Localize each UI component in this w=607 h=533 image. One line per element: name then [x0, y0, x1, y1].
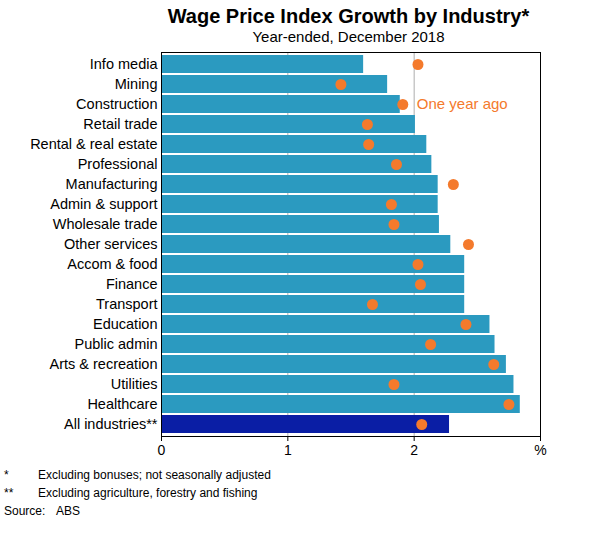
- html-text:Excluding bonuses; not seasona: Excluding bonuses; not seasonally adjust…: [38, 468, 271, 482]
- svg-text:All industries**: All industries**: [64, 416, 158, 432]
- svg-text:Healthcare: Healthcare: [87, 396, 157, 412]
- svg-text:Finance: Finance: [106, 276, 158, 292]
- html-text:Year-ended, December 2018: Year-ended, December 2018: [252, 28, 445, 45]
- svg-text:Professional: Professional: [78, 156, 158, 172]
- svg-text:Transport: Transport: [96, 296, 158, 312]
- html-text:ABS: ABS: [56, 504, 80, 518]
- html-text:Wage Price Index Growth by Ind: Wage Price Index Growth by Industry*: [167, 5, 530, 27]
- svg-text:Rental & real estate: Rental & real estate: [30, 136, 157, 152]
- svg-text:Info media: Info media: [90, 56, 159, 72]
- svg-text:Other services: Other services: [64, 236, 157, 252]
- html-text:Source:: Source:: [4, 504, 46, 518]
- svg-text:1: 1: [284, 442, 292, 458]
- svg-text:Utilities: Utilities: [111, 376, 158, 392]
- svg-text:Manufacturing: Manufacturing: [66, 176, 158, 192]
- svg-text:Construction: Construction: [76, 96, 157, 112]
- svg-text:Arts & recreation: Arts & recreation: [50, 356, 158, 372]
- svg-text:Education: Education: [93, 316, 158, 332]
- svg-text:Wholesale trade: Wholesale trade: [53, 216, 158, 232]
- svg-text:Admin & support: Admin & support: [50, 196, 157, 212]
- svg-text:Mining: Mining: [115, 76, 158, 92]
- svg-text:Accom & food: Accom & food: [67, 256, 157, 272]
- svg-text:Public admin: Public admin: [74, 336, 157, 352]
- svg-text:0: 0: [158, 442, 166, 458]
- svg-text:Retail trade: Retail trade: [83, 116, 157, 132]
- svg-text:%: %: [534, 442, 546, 458]
- svg-text:2: 2: [410, 442, 418, 458]
- svg-text:One year ago: One year ago: [417, 95, 508, 112]
- html-text:Excluding agriculture, forestr: Excluding agriculture, forestry and fish…: [38, 486, 258, 500]
